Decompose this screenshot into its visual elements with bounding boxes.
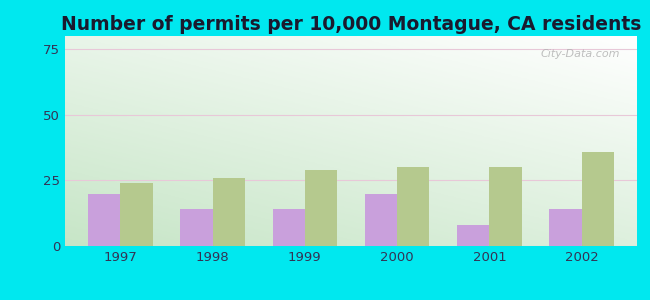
Bar	[180, 209, 213, 246]
Bar	[272, 209, 305, 246]
Bar	[88, 194, 120, 246]
Text: Number of permits per 10,000 Montague, CA residents: Number of permits per 10,000 Montague, C…	[61, 15, 641, 34]
Bar	[489, 167, 522, 246]
Bar	[365, 194, 397, 246]
Bar	[549, 209, 582, 246]
Text: City-Data.com: City-Data.com	[540, 49, 620, 58]
Bar	[213, 178, 245, 246]
Bar	[582, 152, 614, 246]
Bar	[457, 225, 489, 246]
Bar	[305, 170, 337, 246]
Bar	[397, 167, 430, 246]
Bar	[120, 183, 153, 246]
